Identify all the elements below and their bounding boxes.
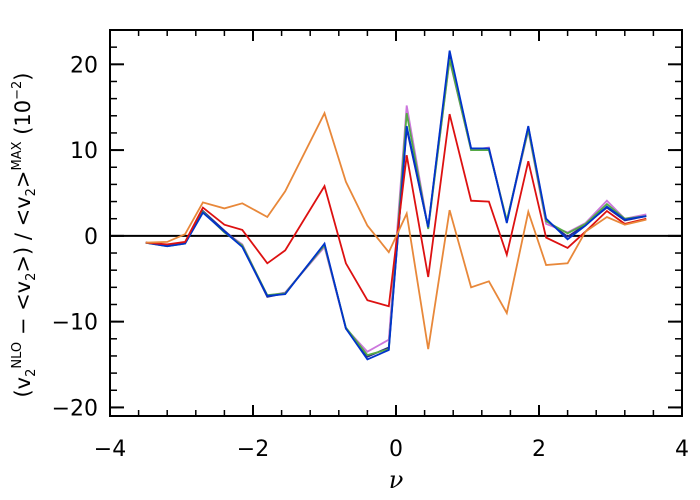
series-line-2 (145, 53, 647, 358)
y-tick-label: −20 (52, 396, 98, 421)
y-tick-label: 10 (70, 139, 98, 164)
x-tick-label: 4 (675, 437, 689, 462)
x-tick-label: −4 (94, 437, 126, 462)
y-axis-title: (v2NLO − <v2>) / <v2>MAX (10−2) (10, 72, 39, 397)
series-line-5 (145, 113, 647, 308)
x-tick-label: 2 (532, 437, 546, 462)
series-line-4 (145, 50, 647, 361)
series-line-1 (145, 59, 647, 353)
series-lines (145, 50, 647, 361)
x-tick-label: −2 (237, 437, 269, 462)
y-tick-label: 0 (84, 225, 98, 250)
x-axis-title: ν (389, 466, 404, 494)
y-tick-label: −10 (52, 311, 98, 336)
series-line-6 (145, 110, 647, 350)
x-tick-label: 0 (389, 437, 403, 462)
y-tick-label: 20 (70, 53, 98, 78)
